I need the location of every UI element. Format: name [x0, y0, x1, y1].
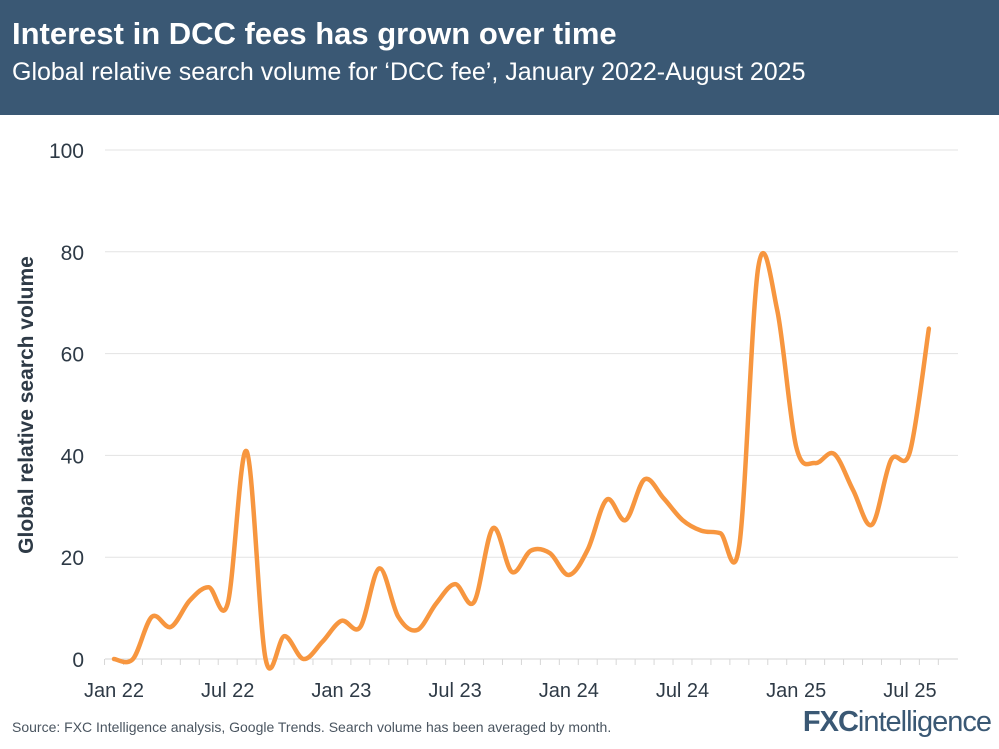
- y-tick-label: 60: [61, 344, 84, 367]
- x-tick-label: Jul 25: [883, 680, 936, 702]
- logo-light: intelligence: [857, 706, 992, 738]
- x-tick-label: Jan 24: [539, 680, 599, 702]
- x-tick-label: Jul 24: [656, 680, 709, 702]
- fxc-intelligence-logo: FXCintelligence: [802, 706, 992, 739]
- chart-subtitle: Global relative search volume for ‘DCC f…: [12, 58, 806, 86]
- logo-bold: FXC: [802, 706, 859, 738]
- y-axis-label: Global relative search volume: [15, 256, 38, 554]
- x-tick-label: Jan 22: [84, 680, 144, 702]
- chart-title: Interest in DCC fees has grown over time: [12, 16, 617, 51]
- y-tick-label: 80: [61, 242, 84, 265]
- series-line-dcc-fee: [111, 250, 932, 671]
- x-tick-label: Jul 23: [428, 680, 481, 702]
- x-tick-label: Jan 25: [766, 680, 826, 702]
- x-tick-label: Jul 22: [201, 680, 254, 702]
- x-tick-label: Jan 23: [311, 680, 371, 702]
- y-tick-label: 20: [61, 547, 84, 570]
- y-tick-label: 0: [72, 649, 84, 672]
- chart-header: Interest in DCC fees has grown over time…: [0, 0, 999, 115]
- y-tick-label: 40: [61, 445, 84, 468]
- source-note: Source: FXC Intelligence analysis, Googl…: [12, 719, 612, 735]
- y-tick-label: 100: [49, 140, 84, 163]
